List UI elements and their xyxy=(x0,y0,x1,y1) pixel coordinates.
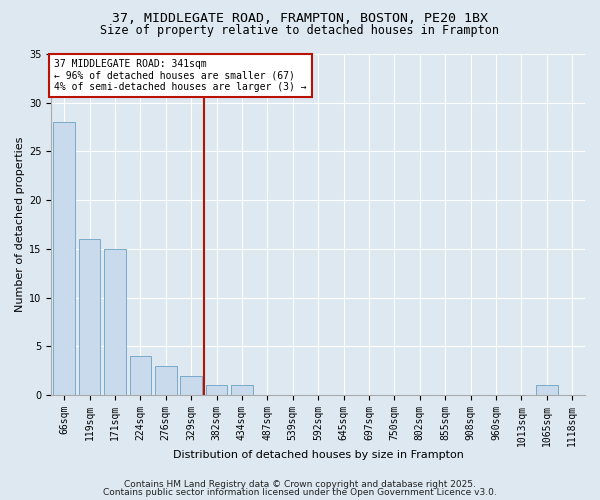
Bar xyxy=(130,356,151,395)
Bar xyxy=(181,376,202,395)
Text: Contains HM Land Registry data © Crown copyright and database right 2025.: Contains HM Land Registry data © Crown c… xyxy=(124,480,476,489)
Bar xyxy=(104,249,126,395)
Bar xyxy=(206,385,227,395)
Text: 37 MIDDLEGATE ROAD: 341sqm
← 96% of detached houses are smaller (67)
4% of semi-: 37 MIDDLEGATE ROAD: 341sqm ← 96% of deta… xyxy=(54,59,307,92)
Bar xyxy=(53,122,75,395)
Bar xyxy=(79,239,100,395)
Text: Size of property relative to detached houses in Frampton: Size of property relative to detached ho… xyxy=(101,24,499,37)
Bar xyxy=(536,385,557,395)
Bar xyxy=(231,385,253,395)
Y-axis label: Number of detached properties: Number of detached properties xyxy=(15,137,25,312)
Text: 37, MIDDLEGATE ROAD, FRAMPTON, BOSTON, PE20 1BX: 37, MIDDLEGATE ROAD, FRAMPTON, BOSTON, P… xyxy=(112,12,488,26)
Bar xyxy=(155,366,176,395)
X-axis label: Distribution of detached houses by size in Frampton: Distribution of detached houses by size … xyxy=(173,450,464,460)
Text: Contains public sector information licensed under the Open Government Licence v3: Contains public sector information licen… xyxy=(103,488,497,497)
